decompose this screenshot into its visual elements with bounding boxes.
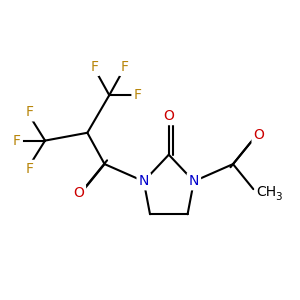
- Text: CH: CH: [256, 185, 276, 199]
- Text: 3: 3: [275, 192, 282, 202]
- Text: F: F: [13, 134, 21, 148]
- Text: F: F: [26, 105, 33, 119]
- Text: O: O: [254, 128, 264, 142]
- Text: F: F: [134, 88, 142, 102]
- Text: O: O: [164, 109, 174, 123]
- Text: F: F: [26, 162, 33, 176]
- Text: F: F: [90, 60, 98, 74]
- Text: O: O: [73, 186, 84, 200]
- Text: F: F: [120, 60, 128, 74]
- Text: N: N: [189, 174, 199, 188]
- Text: N: N: [139, 174, 149, 188]
